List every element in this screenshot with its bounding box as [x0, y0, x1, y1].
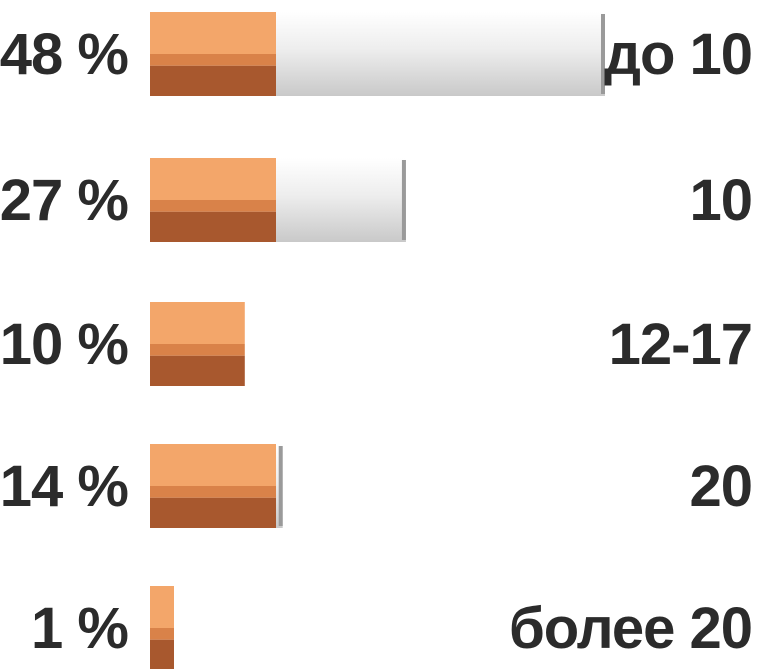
category-label: 12-17 — [609, 312, 752, 377]
labels-layer: 48 % до 10 27 % 10 10 % 12-17 14 % 20 1 % более 2… — [0, 22, 753, 661]
bar-filter-mid — [150, 200, 276, 212]
bars-layer — [150, 12, 605, 669]
value-label: 1 % — [31, 596, 128, 661]
bar-ash-end — [401, 160, 406, 240]
category-label: 10 — [689, 168, 752, 233]
bar-4 — [150, 586, 174, 669]
bar-1 — [150, 158, 406, 242]
bar-0 — [150, 12, 605, 96]
bar-filter-bottom — [150, 497, 276, 528]
category-label: более 20 — [509, 596, 752, 661]
bar-filter-top — [150, 302, 245, 344]
category-label: 20 — [689, 454, 752, 519]
bar-2 — [150, 302, 245, 386]
bar-filter-mid — [150, 486, 276, 498]
bar-filter-top — [150, 12, 276, 54]
bar-filter-mid — [150, 54, 276, 66]
bar-paper — [276, 12, 605, 96]
bar-ash-end — [601, 14, 605, 94]
bar-filter-top — [150, 158, 276, 200]
bar-filter-mid — [150, 344, 245, 356]
bar-filter-top — [150, 444, 276, 486]
bar-filter-top — [150, 586, 174, 628]
value-label: 10 % — [0, 312, 128, 377]
bar-filter-bottom — [150, 211, 276, 242]
bar-filter-mid — [150, 628, 174, 640]
bar-ash-end — [278, 446, 283, 526]
bar-filter-bottom — [150, 355, 245, 386]
bar-paper — [276, 158, 406, 242]
value-label: 27 % — [0, 168, 128, 233]
bar-filter-bottom — [150, 65, 276, 96]
value-label: 48 % — [0, 22, 128, 87]
bar-filter-bottom — [150, 639, 174, 669]
category-label: до 10 — [604, 22, 752, 87]
bar-3 — [150, 444, 283, 528]
value-label: 14 % — [0, 454, 128, 519]
